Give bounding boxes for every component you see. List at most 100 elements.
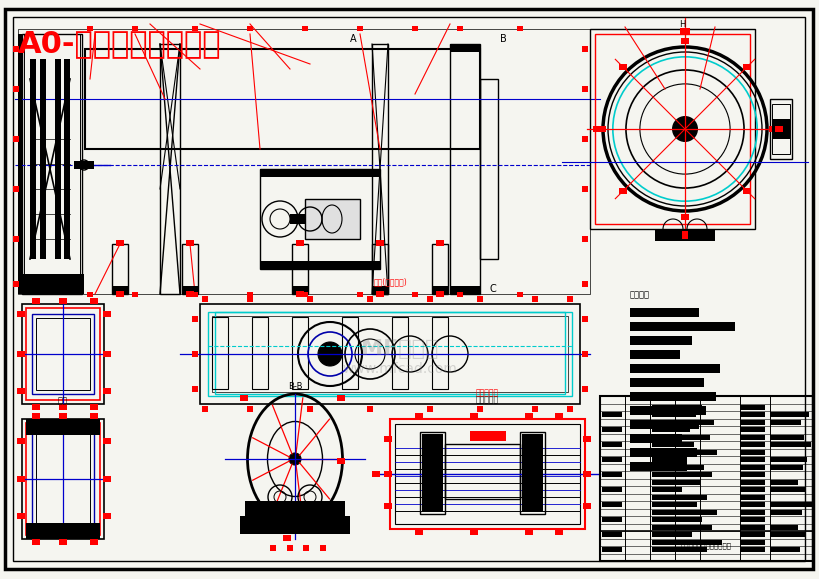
Bar (652, 547, 707, 552)
Bar (770, 502, 812, 507)
Bar (376, 291, 384, 297)
Bar (595, 34, 750, 224)
Bar (13, 46, 19, 52)
Bar (26, 419, 100, 435)
Bar (26, 308, 100, 400)
Bar (18, 34, 22, 294)
Bar (307, 406, 313, 412)
Bar (652, 405, 702, 410)
Bar (652, 420, 714, 425)
Bar (415, 413, 423, 419)
Bar (320, 545, 326, 551)
Bar (630, 420, 699, 429)
Bar (13, 86, 19, 92)
Bar (432, 286, 448, 294)
Bar (740, 427, 765, 433)
Bar (582, 186, 588, 192)
Bar (583, 471, 591, 477)
Bar (582, 351, 588, 357)
Bar (740, 525, 765, 530)
Bar (740, 502, 765, 507)
Bar (87, 26, 93, 31)
Bar (652, 494, 707, 500)
Bar (296, 240, 304, 246)
Bar (17, 438, 25, 444)
Bar (770, 464, 803, 470)
Text: A: A (350, 34, 356, 44)
Bar (384, 436, 392, 442)
Bar (337, 458, 345, 464)
Bar (212, 316, 568, 392)
Bar (132, 292, 138, 297)
Bar (770, 412, 809, 417)
Bar (630, 336, 692, 345)
Bar (740, 405, 765, 410)
Bar (59, 539, 67, 545)
Text: C: C (490, 284, 497, 294)
Bar (630, 392, 716, 401)
Bar (192, 351, 198, 357)
Bar (342, 317, 358, 389)
Bar (652, 427, 690, 433)
Bar (302, 26, 308, 31)
Bar (245, 501, 345, 519)
Bar (32, 404, 40, 410)
Bar (740, 442, 765, 448)
Bar (252, 317, 268, 389)
Bar (450, 44, 480, 294)
Bar (681, 214, 689, 220)
Bar (32, 429, 94, 529)
Bar (532, 296, 538, 302)
Bar (415, 529, 423, 535)
Bar (740, 435, 765, 440)
Bar (13, 136, 19, 142)
Bar (652, 435, 710, 440)
Bar (116, 240, 124, 246)
Bar (600, 531, 813, 561)
Bar (602, 532, 622, 537)
Bar (770, 420, 801, 425)
Bar (582, 46, 588, 52)
Bar (17, 476, 25, 482)
Text: 左视: 左视 (58, 283, 68, 292)
Bar (64, 59, 70, 259)
Bar (270, 545, 276, 551)
Bar (26, 423, 100, 535)
Bar (357, 26, 363, 31)
Bar (367, 406, 373, 412)
Bar (470, 413, 478, 419)
Bar (450, 286, 480, 294)
Bar (337, 395, 345, 401)
Bar (600, 396, 813, 561)
Bar (182, 286, 198, 294)
Bar (420, 432, 445, 514)
Bar (619, 188, 627, 194)
Bar (630, 434, 682, 443)
Bar (740, 517, 765, 522)
Bar (740, 494, 765, 500)
Bar (740, 450, 765, 455)
Bar (372, 286, 388, 294)
Bar (652, 464, 704, 470)
Bar (517, 26, 523, 31)
Bar (112, 244, 128, 294)
Bar (630, 322, 735, 331)
Bar (740, 540, 765, 545)
Bar (652, 450, 717, 455)
Bar (769, 126, 777, 132)
Bar (740, 420, 765, 425)
Bar (384, 471, 392, 477)
Bar (74, 161, 94, 169)
Text: H: H (679, 20, 686, 29)
Bar (24, 34, 80, 289)
Bar (240, 395, 248, 401)
Bar (582, 236, 588, 242)
Bar (652, 540, 722, 545)
Bar (192, 386, 198, 392)
Bar (13, 236, 19, 242)
Bar (290, 214, 305, 224)
Bar (480, 79, 498, 259)
Bar (602, 472, 622, 477)
Bar (652, 487, 682, 492)
Bar (202, 406, 208, 412)
